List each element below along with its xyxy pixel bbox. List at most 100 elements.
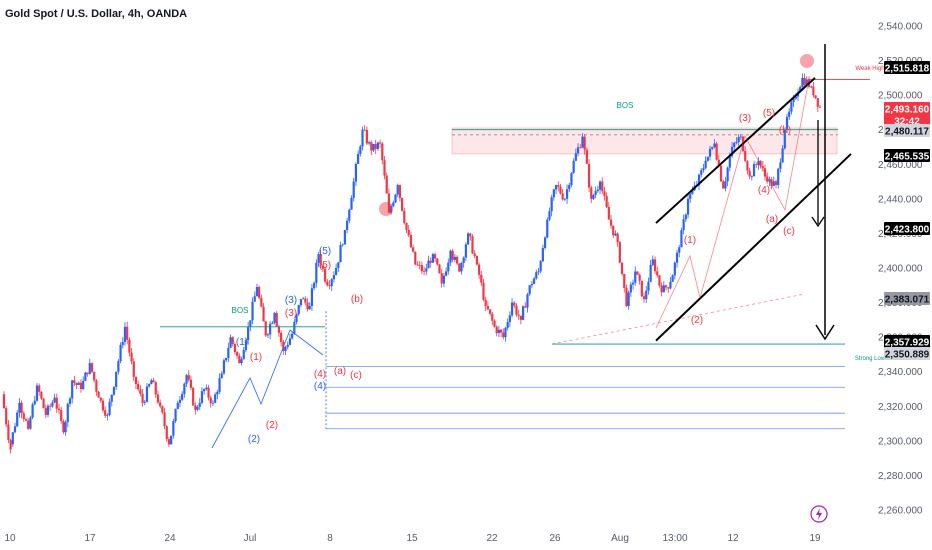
x-tick-label: 24 (164, 533, 176, 544)
candle-body (352, 181, 355, 198)
candle-body (451, 250, 454, 260)
wave-path (655, 83, 809, 329)
candle-body (473, 253, 476, 256)
x-tick-label: 26 (549, 533, 561, 544)
y-tick-label: 2,460.000 (878, 160, 923, 171)
candle-body (623, 273, 626, 289)
candle-body (405, 222, 408, 230)
candle-body (161, 406, 164, 413)
y-tick-label: 2,440.000 (878, 194, 923, 205)
strong-low-label: Strong Low (855, 356, 886, 362)
candle-body (251, 301, 254, 321)
wave-label: (3) (285, 308, 297, 319)
candle-body (565, 189, 569, 199)
candle-body (579, 147, 582, 149)
candle-body (480, 274, 483, 283)
candle-body (381, 143, 384, 161)
candle-body (209, 397, 212, 404)
candle-body (629, 284, 632, 293)
candle-body (785, 116, 789, 130)
candle-body (339, 245, 342, 263)
lightning-icon[interactable] (810, 505, 828, 523)
candle-body (374, 144, 377, 149)
candle-body (744, 150, 747, 162)
candle-body (658, 275, 661, 286)
candle-body (642, 296, 646, 300)
candle-body (719, 165, 723, 182)
price-tag (884, 102, 930, 115)
y-tick-label: 2,500.000 (878, 91, 923, 102)
candle-body (440, 273, 443, 284)
candle-body (16, 412, 19, 427)
candle-body (790, 101, 793, 112)
candle-body (816, 98, 819, 107)
candle-body (154, 382, 157, 395)
price-tag (884, 114, 930, 127)
candle-body (280, 332, 283, 342)
candle-body (708, 148, 712, 157)
candle-body (222, 360, 226, 374)
candle-body (598, 181, 602, 190)
candle-body (71, 380, 74, 399)
x-tick-label: 12 (727, 533, 739, 544)
candle-body (277, 326, 281, 333)
candle-body (121, 341, 124, 346)
candle-body (513, 302, 516, 306)
candle-body (242, 350, 245, 360)
candle-body (647, 281, 650, 291)
x-tick-label: 17 (84, 533, 96, 544)
candle-body (818, 106, 822, 108)
candle-body (143, 401, 146, 403)
candle-body (75, 382, 78, 385)
y-tick-label: 2,400.000 (878, 264, 923, 275)
candle-body (640, 280, 643, 297)
candle-body (669, 281, 672, 289)
candle-body (803, 77, 806, 85)
candle-body (757, 160, 760, 165)
candle-body (638, 274, 641, 281)
candle-body (150, 380, 153, 385)
candle-body (526, 294, 529, 308)
x-tick-label: 10 (4, 533, 16, 544)
candle-body (684, 214, 687, 220)
wave-label: (1) (684, 235, 696, 246)
candle-body (499, 329, 503, 333)
candle-body (7, 424, 10, 441)
candle-body (444, 271, 448, 276)
candle-body (634, 271, 637, 283)
candle-body (49, 405, 52, 407)
candle-body (313, 282, 316, 289)
candle-body (497, 329, 500, 334)
candle-body (447, 262, 450, 272)
wave-label: (3) (285, 295, 297, 306)
candle-body (361, 129, 364, 147)
candle-body (730, 147, 734, 157)
bos-label: BOS (232, 306, 249, 315)
candle-body (653, 259, 657, 272)
candle-body (532, 278, 536, 285)
candle-body (112, 386, 116, 395)
candle-body (359, 146, 362, 154)
candle-body (543, 237, 547, 249)
candle-body (748, 170, 751, 177)
forecast-arrow-head (811, 216, 825, 228)
candle-body (137, 384, 140, 390)
candle-body (198, 402, 201, 407)
candle-body (90, 363, 94, 372)
candle-body (156, 394, 160, 403)
candle-body (649, 264, 652, 282)
candle-body (427, 260, 430, 269)
candle-body (453, 256, 456, 260)
x-tick-label: 13:00 (662, 533, 687, 544)
candle-body (258, 287, 261, 298)
candle-body (746, 161, 749, 171)
price-tag (884, 292, 930, 305)
y-tick-label: 2,320.000 (878, 402, 923, 413)
candle-body (238, 355, 241, 364)
candle-body (506, 322, 509, 328)
candle-body (2, 394, 6, 409)
candle-body (700, 170, 703, 175)
candle-body (302, 298, 305, 300)
candle-body (354, 163, 358, 182)
